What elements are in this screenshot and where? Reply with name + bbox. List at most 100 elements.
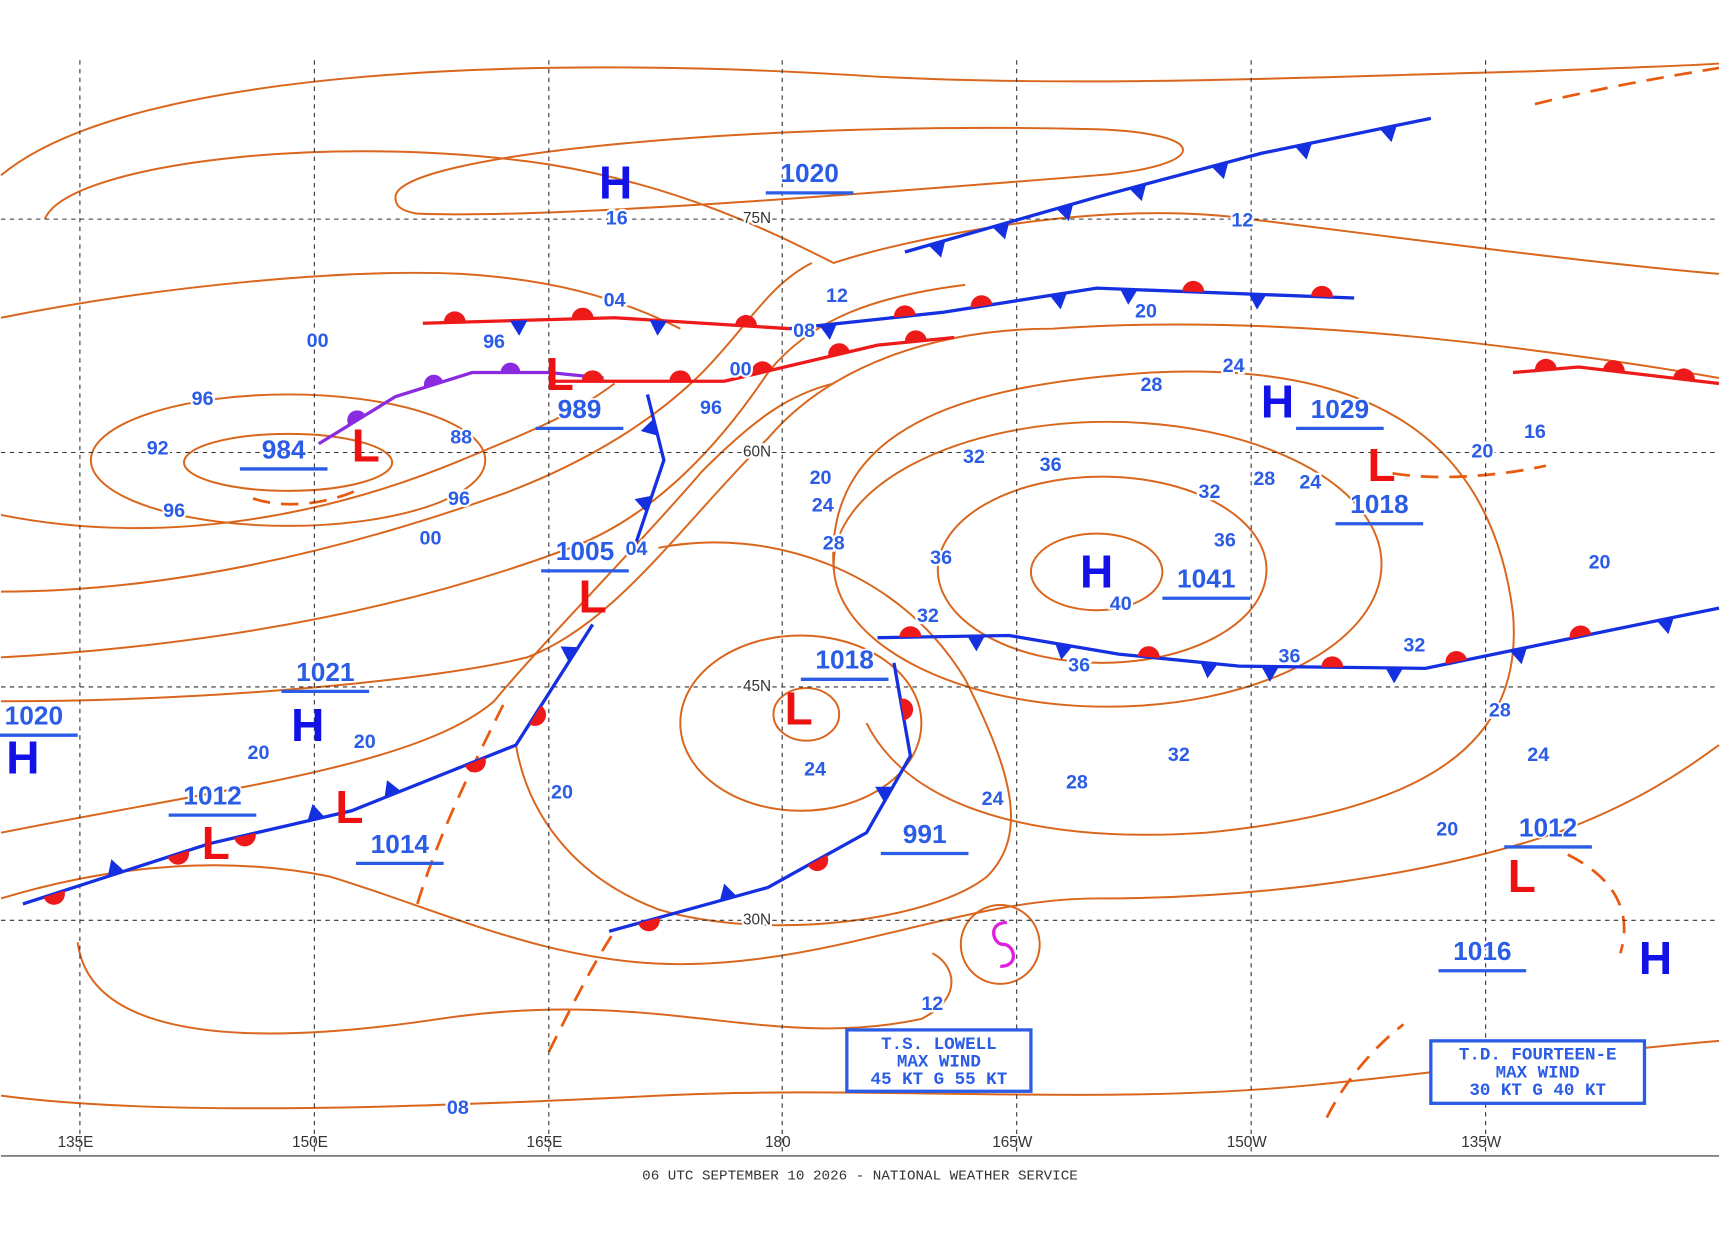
- storm-text: 30 KT G 40 KT: [1469, 1081, 1606, 1101]
- warm-front-barb: [464, 757, 486, 773]
- longitude-label: 150E: [292, 1134, 328, 1151]
- cold-front-barb: [649, 319, 668, 336]
- isobar-label: 96: [700, 397, 722, 419]
- isobar-label: 28: [1253, 468, 1275, 490]
- central-pressure: 1021: [296, 657, 354, 687]
- central-pressure: 989: [558, 394, 602, 424]
- cold-front-barb: [719, 883, 737, 901]
- cold-front-barb: [992, 222, 1010, 240]
- cold-front-barb: [1261, 666, 1279, 682]
- warm-front-barb: [735, 315, 758, 327]
- pressure-center: H: [291, 699, 324, 751]
- warm-front-barb: [581, 370, 604, 382]
- isobar-label: 04: [604, 290, 626, 312]
- central-pressure: 1029: [1311, 394, 1369, 424]
- warm-front-barb: [443, 311, 466, 323]
- warm-front-barb: [828, 343, 850, 357]
- central-pressure: 1018: [815, 645, 873, 675]
- storm-text: T.S. LOWELL: [881, 1035, 997, 1055]
- isobar-label: 36: [1214, 529, 1236, 551]
- pressure-center: L: [785, 682, 813, 734]
- pressure-center: L: [1508, 850, 1536, 902]
- isobar: [936, 475, 1268, 664]
- central-pressure: 984: [262, 434, 306, 464]
- central-pressure: 1018: [1350, 489, 1408, 519]
- latitude-label: 45N: [743, 678, 771, 695]
- isobars: [0, 62, 1720, 1119]
- longitude-label: 165E: [527, 1134, 563, 1151]
- cold-front-barb: [1049, 292, 1067, 310]
- pressure-center: L: [352, 419, 380, 471]
- longitude-label: 180: [765, 1134, 791, 1151]
- cold-front-barb: [1509, 647, 1528, 665]
- longitude-label: 135W: [1461, 1134, 1502, 1151]
- warm-front-barb: [970, 295, 993, 308]
- warm-front-barb: [1137, 646, 1160, 659]
- cold-front-barb: [1129, 184, 1147, 202]
- cold-front-barb: [1211, 162, 1229, 180]
- isobar-label: 32: [1168, 744, 1190, 766]
- warm-front-barb: [893, 305, 916, 318]
- isobar-label: 36: [1279, 646, 1301, 668]
- isobar-label: 24: [1527, 744, 1549, 766]
- isobar: [0, 744, 1720, 966]
- pressure-center: L: [335, 781, 363, 833]
- isobar-label: 36: [1040, 454, 1062, 476]
- isobar-label: 28: [1489, 699, 1511, 721]
- warm-front-barb: [904, 330, 927, 343]
- isobar-label: 12: [826, 285, 848, 307]
- isobar-label: 24: [812, 494, 834, 516]
- isobar-label: 16: [606, 207, 628, 229]
- warm-front-barb: [1602, 360, 1625, 373]
- warm-front-barb: [234, 832, 256, 847]
- isobar-label: 92: [147, 437, 169, 459]
- front: [422, 316, 790, 331]
- central-pressure: 1005: [556, 536, 614, 566]
- isobar-label: 04: [626, 538, 648, 560]
- central-pressure: 1012: [1519, 812, 1577, 842]
- isobar-label: 96: [163, 500, 185, 522]
- isobar-label: 88: [450, 426, 472, 448]
- cold-front-barb: [1055, 643, 1073, 660]
- storm-text: MAX WIND: [1496, 1063, 1580, 1083]
- footer: 06 UTC SEPTEMBER 10 2026 - NATIONAL WEAT…: [642, 1168, 1078, 1184]
- cold-front-barb: [107, 859, 125, 877]
- cold-front-barb: [819, 323, 837, 340]
- front: [317, 370, 604, 446]
- warm-front-barb: [167, 850, 190, 865]
- trough: [547, 930, 616, 1053]
- cold-front-barb: [967, 635, 985, 652]
- cold-front-barb: [1656, 617, 1674, 635]
- pressure-center: L: [202, 817, 230, 869]
- isobar: [394, 126, 1184, 216]
- isobar: [1029, 532, 1164, 612]
- warm-front-barb: [1182, 280, 1205, 293]
- cold-front-barb: [307, 804, 325, 821]
- isobar: [0, 382, 616, 530]
- isobar-label: 28: [1140, 374, 1162, 396]
- storm-text: 45 KT G 55 KT: [871, 1070, 1008, 1090]
- isobar: [43, 150, 1720, 275]
- isobar: [1, 262, 813, 593]
- cold-front-barb: [560, 646, 579, 663]
- isobar-label: 20: [1135, 300, 1157, 322]
- warm-front-barb: [1569, 625, 1592, 639]
- front: [789, 286, 1355, 331]
- trough: [1325, 1023, 1405, 1119]
- pressure-center: H: [1261, 376, 1294, 428]
- warm-front-barb: [1673, 368, 1695, 381]
- pressure-center: L: [1367, 439, 1395, 491]
- isobar: [0, 283, 966, 659]
- isobar: [0, 382, 834, 834]
- longitude-label: 165W: [992, 1134, 1033, 1151]
- isobar-label: 40: [1110, 593, 1132, 615]
- storm-text: T.D. FOURTEEN-E: [1459, 1046, 1617, 1066]
- isobar-label: 20: [1436, 819, 1458, 841]
- isobar-label: 24: [982, 788, 1004, 810]
- labels: 135E 150E 165E 180 165W 150W 135W 75N 60N 45N 30N H…: [0, 156, 1672, 1151]
- cold-front-barb: [509, 320, 528, 336]
- cold-front-barb: [640, 418, 658, 436]
- pressure-center: H: [1639, 932, 1672, 984]
